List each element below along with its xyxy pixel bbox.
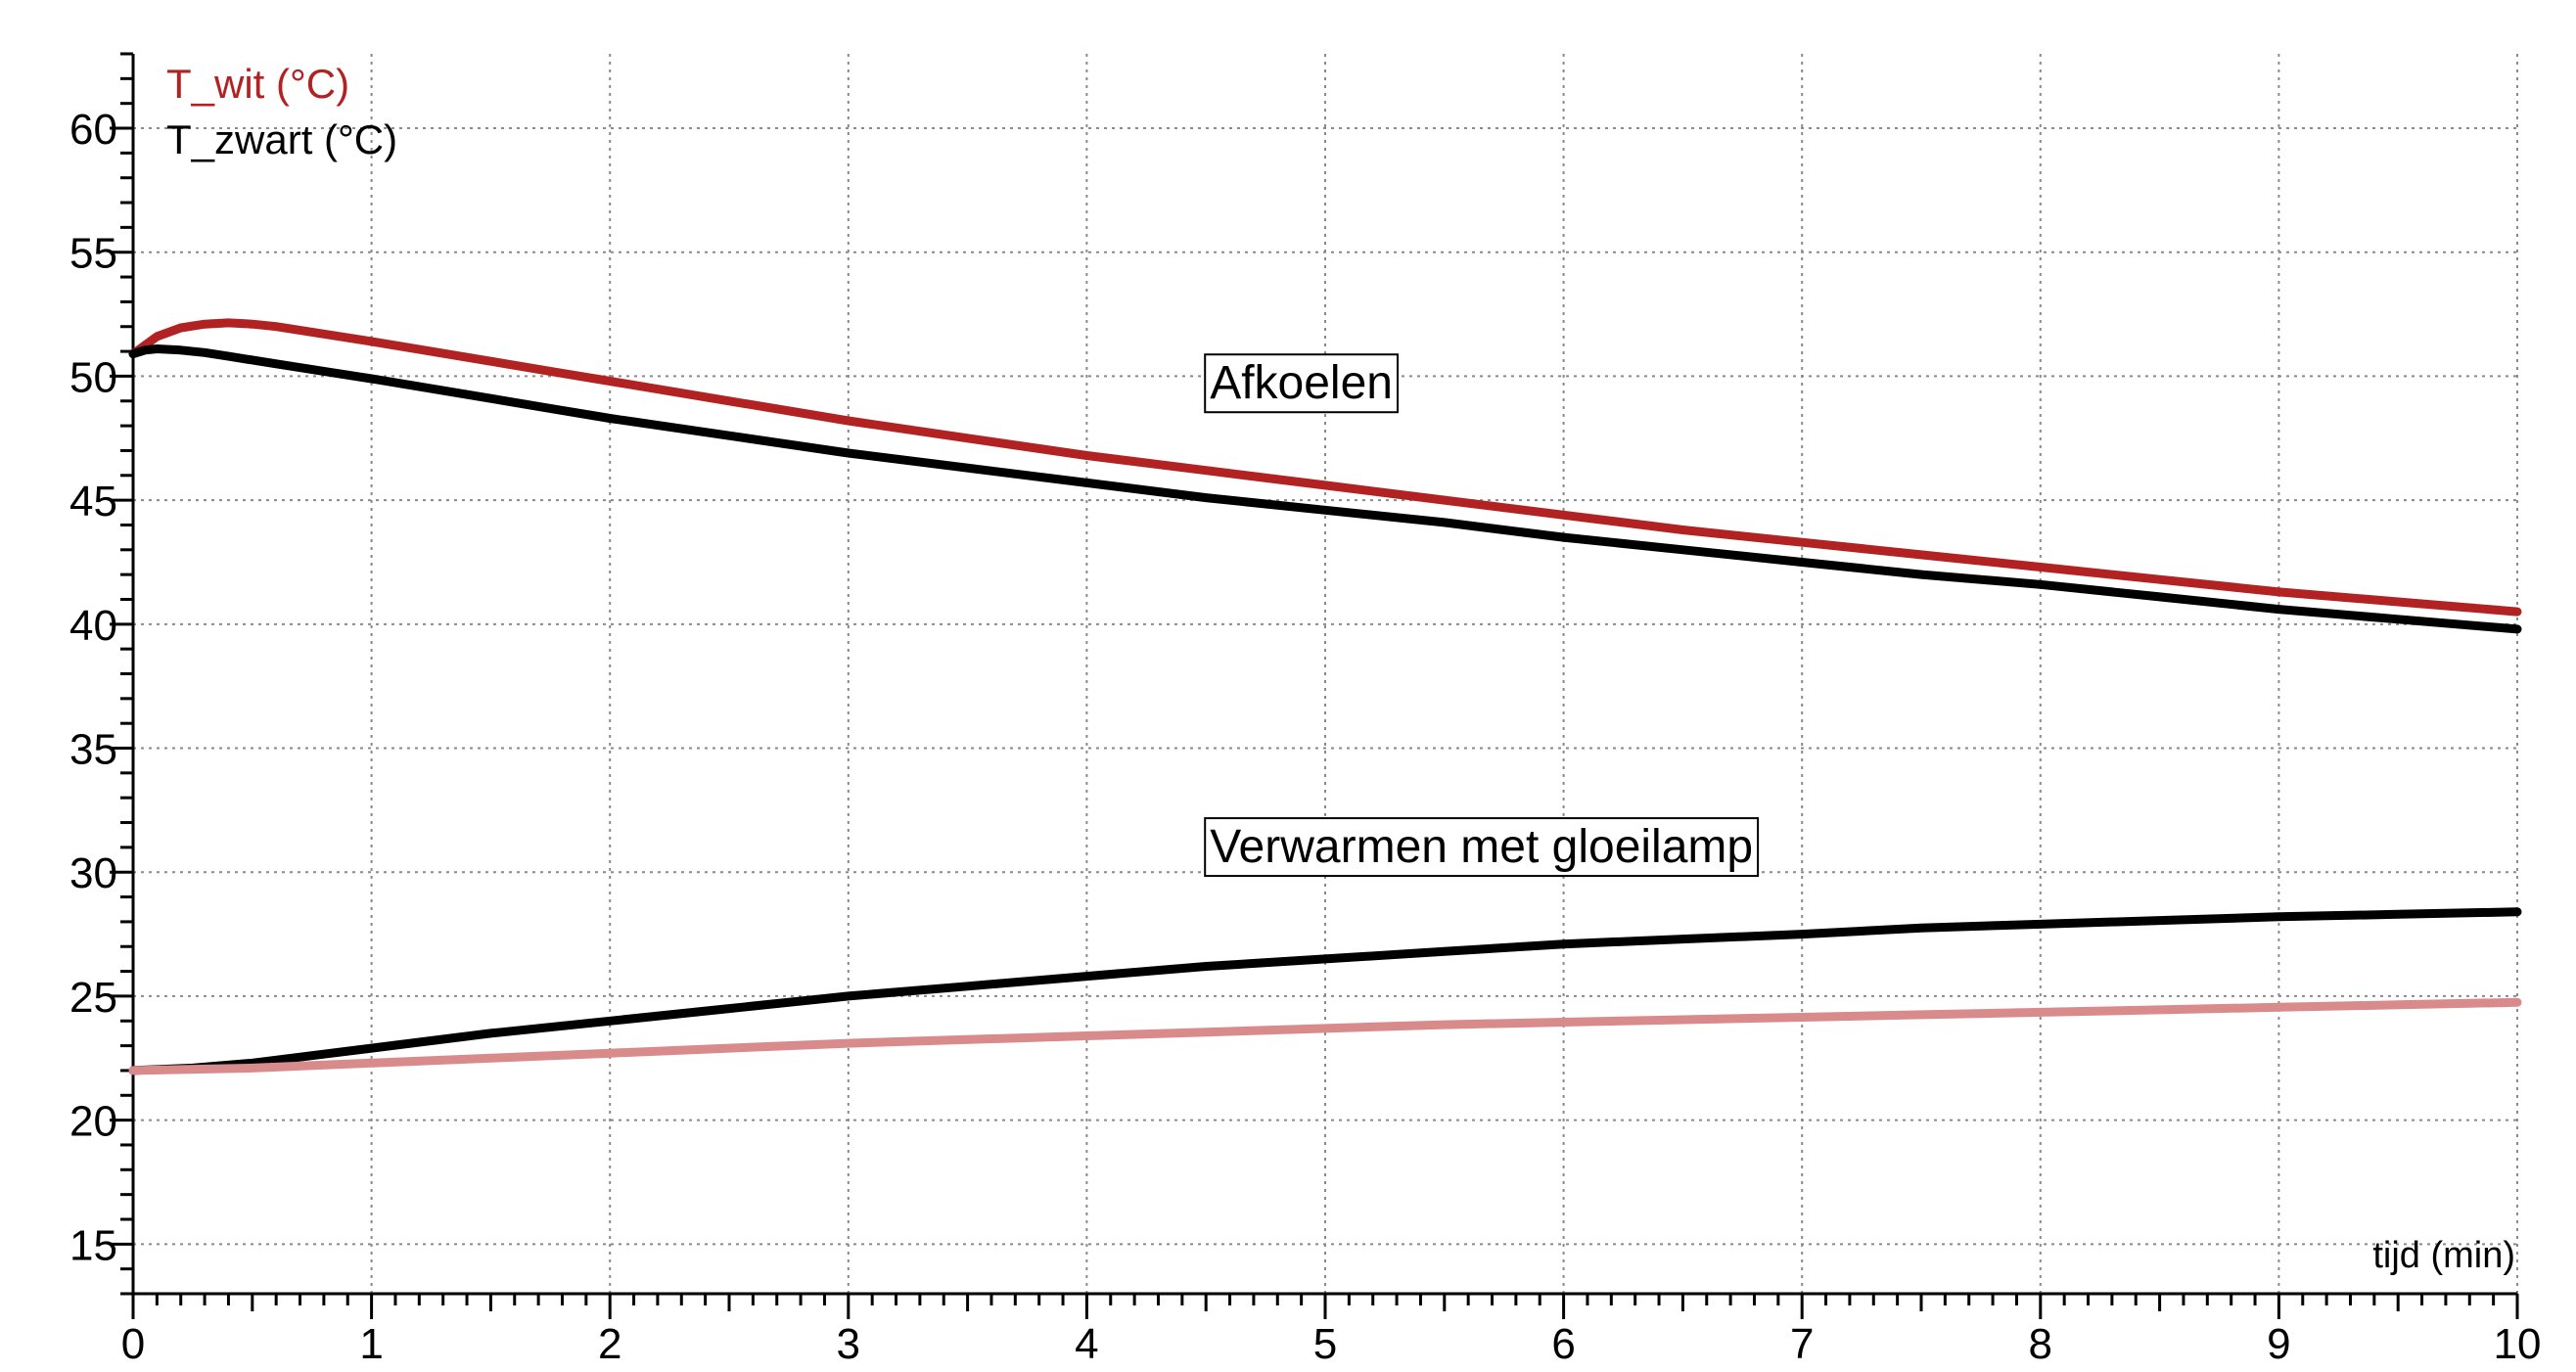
y-tick-label: 50 xyxy=(69,353,117,401)
y-tick-label: 20 xyxy=(69,1098,117,1146)
legend: T_wit (°C) T_zwart (°C) xyxy=(166,61,397,162)
x-tick-label: 4 xyxy=(1075,1320,1098,1368)
annotation-box xyxy=(1204,353,1399,414)
y-tick-label: 15 xyxy=(69,1221,117,1269)
x-tick-label: 9 xyxy=(2267,1320,2290,1368)
x-tick-label: 2 xyxy=(598,1320,621,1368)
series-line-t-wit-afkoelen xyxy=(128,318,2522,617)
legend-label-t-wit: T_wit (°C) xyxy=(166,61,349,107)
x-tick-label: 8 xyxy=(2029,1320,2052,1368)
annotation-label: Afkoelen xyxy=(1210,357,1393,409)
y-tick-label: 35 xyxy=(69,726,117,774)
x-tick-label: 5 xyxy=(1313,1320,1337,1368)
x-tick-label: 1 xyxy=(359,1320,383,1368)
y-tick-label: 45 xyxy=(69,478,117,526)
x-tick-label: 6 xyxy=(1551,1320,1575,1368)
series-line-t-zwart-afkoelen xyxy=(128,344,2522,634)
annotation-label: Verwarmen met gloeilamp xyxy=(1210,821,1753,873)
annotation-verwarmen: Verwarmen met gloeilamp xyxy=(1204,817,1760,878)
x-tick-label: 3 xyxy=(837,1320,860,1368)
annotations: Afkoelen Verwarmen met gloeilamp xyxy=(1204,353,1760,878)
series-group xyxy=(128,318,2522,1075)
y-tick-label: 30 xyxy=(69,849,117,897)
x-tick-label: 0 xyxy=(121,1320,145,1368)
series-line-t-wit-verwarmen xyxy=(128,997,2522,1075)
x-tick-label: 10 xyxy=(2494,1320,2542,1368)
legend-label-t-zwart: T_zwart (°C) xyxy=(166,116,397,162)
x-tick-label: 7 xyxy=(1790,1320,1814,1368)
y-tick-label: 60 xyxy=(69,106,117,154)
x-axis-title: tijd (min) xyxy=(2372,1235,2515,1276)
y-tick-label: 40 xyxy=(69,602,117,650)
y-tick-label: 25 xyxy=(69,974,117,1022)
series-line-t-zwart-verwarmen xyxy=(128,907,2522,1075)
annotation-afkoelen: Afkoelen xyxy=(1204,353,1399,414)
grid xyxy=(133,54,2518,1294)
y-tick-label: 55 xyxy=(69,230,117,278)
annotation-box xyxy=(1204,817,1760,878)
